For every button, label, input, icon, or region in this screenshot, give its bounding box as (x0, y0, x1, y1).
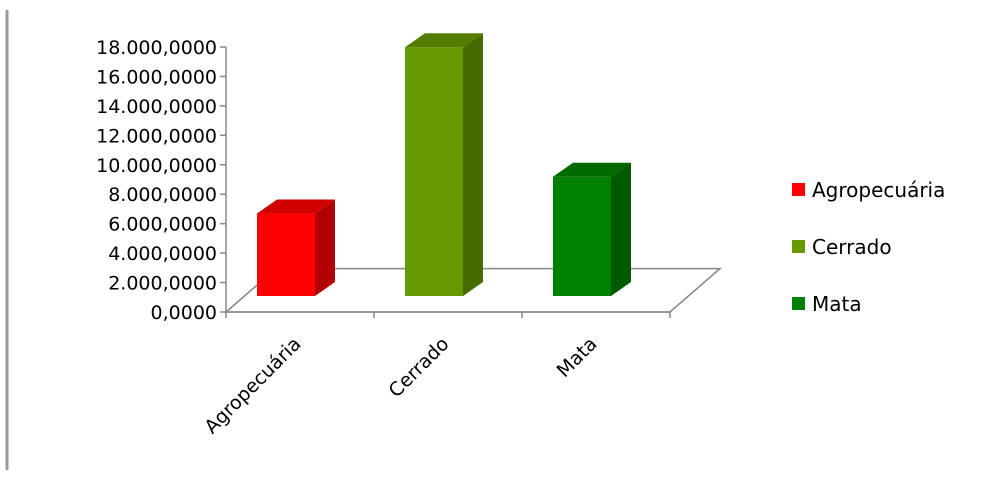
legend-item: Agropecuária (792, 178, 945, 202)
legend-label: Cerrado (812, 235, 892, 259)
bar-front (553, 176, 611, 296)
x-category-label: Cerrado (385, 333, 454, 402)
x-category-label: Mata (553, 333, 602, 382)
y-tick-label: 10.000,0000 (96, 155, 217, 177)
legend-swatch (792, 240, 805, 253)
legend-item: Mata (792, 292, 862, 316)
chart-bars (257, 33, 631, 296)
bar-front (405, 47, 463, 296)
bar-top (553, 162, 631, 177)
y-tick-label: 16.000,0000 (96, 66, 217, 88)
legend-swatch (792, 183, 805, 196)
legend-label: Agropecuária (812, 178, 945, 202)
bar-side (315, 199, 335, 296)
legend-label: Mata (812, 292, 862, 316)
y-tick-label: 6.000,0000 (108, 214, 217, 236)
bar-front (257, 213, 315, 296)
bar-top (257, 199, 335, 214)
y-tick-label: 8.000,0000 (108, 184, 217, 206)
bar-top (405, 33, 483, 48)
bar (257, 199, 335, 296)
bar-side (611, 162, 631, 296)
legend-swatch (792, 297, 805, 310)
x-category-label: Agropecuária (200, 333, 305, 438)
y-tick-label: 4.000,0000 (108, 243, 217, 265)
legend-item: Cerrado (792, 235, 892, 259)
y-tick-label: 2.000,0000 (108, 273, 217, 295)
bar (405, 33, 483, 296)
y-tick-label: 12.000,0000 (96, 125, 217, 147)
y-tick-label: 14.000,0000 (96, 96, 217, 118)
bar (553, 162, 631, 296)
chart-legend: Agropecuária Cerrado Mata (792, 178, 945, 316)
bar-side (463, 33, 483, 296)
chart-axes (220, 46, 671, 318)
y-tick-label: 0,0000 (151, 302, 217, 324)
y-tick-label: 18.000,0000 (96, 37, 217, 59)
chart-labels: 0,0000 2.000,0000 4.000,0000 6.000,0000 8.00… (96, 37, 601, 438)
